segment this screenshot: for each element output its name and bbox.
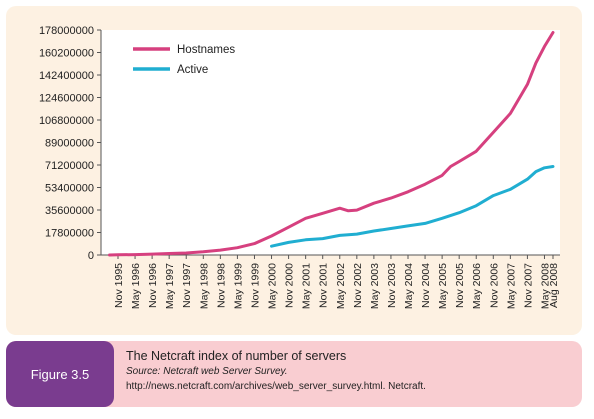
legend-label-active: Active <box>177 64 208 76</box>
y-tick-label: 142400000 <box>39 70 94 82</box>
y-tick-label: 160200000 <box>39 48 94 60</box>
series-line-hostnames <box>108 31 555 257</box>
x-tick-label: Nov 1997 <box>181 263 193 308</box>
x-tick-label: May 1996 <box>130 263 142 309</box>
x-tick-label: Nov 1999 <box>249 263 261 308</box>
y-tick-label: 89000000 <box>45 138 94 150</box>
x-tick-label: Aug 2008 <box>548 263 560 308</box>
x-tick-label: May 2002 <box>335 263 347 309</box>
y-tick-label: 53400000 <box>45 183 94 195</box>
x-tick-label: Nov 1996 <box>147 263 159 308</box>
figure-label: Figure 3.5 <box>6 341 114 407</box>
x-tick-label: Nov 2003 <box>386 263 398 308</box>
x-tick-label: May 1997 <box>164 263 176 309</box>
x-tick-label: May 2001 <box>301 263 313 309</box>
y-tick-label: 124600000 <box>39 93 94 105</box>
x-tick-label: Nov 2005 <box>454 263 466 308</box>
figure-title: The Netcraft index of number of servers <box>126 349 347 363</box>
x-tick-label: May 2008 <box>539 263 551 309</box>
netcraft-line-chart: 0 17800000 35600000 53400000 71200000 8900000… <box>39 25 560 309</box>
x-tick-label: Nov 2000 <box>284 263 296 308</box>
figure-source-url: http://news.netcraft.com/archives/web_se… <box>126 381 426 392</box>
x-tick-label: May 2003 <box>369 263 381 309</box>
x-tick-label: May 2007 <box>505 263 517 309</box>
plot-area <box>101 30 560 255</box>
x-tick-label: May 2005 <box>437 263 449 309</box>
y-tick-label: 106800000 <box>39 115 94 127</box>
x-tick-label: Nov 2006 <box>488 263 500 308</box>
y-tick-label: 35600000 <box>45 205 94 217</box>
figure-source: Source: Netcraft web Server Survey. <box>126 366 288 377</box>
x-tick-label: May 1999 <box>232 263 244 309</box>
y-tick-label: 178000000 <box>39 25 94 37</box>
x-tick-label: May 2006 <box>471 263 483 309</box>
x-tick-label: May 2000 <box>267 263 279 309</box>
legend-label-hostnames: Hostnames <box>177 44 235 56</box>
y-tick-label: 0 <box>88 250 94 262</box>
y-tick-label: 71200000 <box>45 160 94 172</box>
x-tick-label: Nov 2001 <box>318 263 330 308</box>
caption-text: The Netcraft index of number of servers … <box>126 348 576 394</box>
x-tick-label: Nov 2004 <box>420 263 432 308</box>
x-tick-label: May 2004 <box>403 263 415 309</box>
x-tick-label: Nov 2007 <box>522 263 534 308</box>
x-tick-label: Nov 2002 <box>352 263 364 308</box>
x-tick-label: Nov 1995 <box>113 263 125 308</box>
series-line-active <box>270 165 555 248</box>
x-tick-label: May 1998 <box>198 263 210 309</box>
x-tick-label: Nov 1998 <box>215 263 227 308</box>
y-tick-label: 17800000 <box>45 228 94 240</box>
